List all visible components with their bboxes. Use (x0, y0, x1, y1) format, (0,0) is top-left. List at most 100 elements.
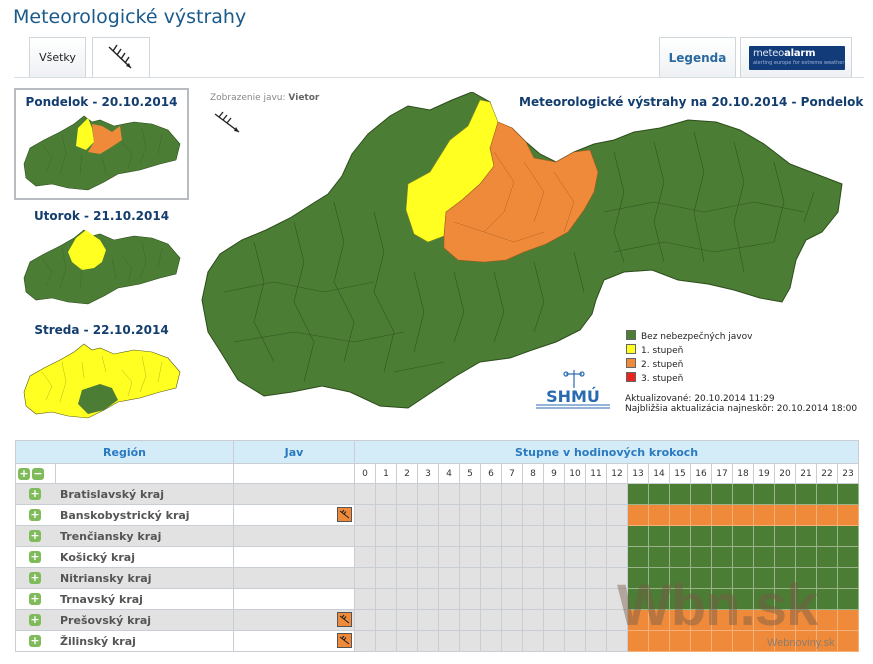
hour-cell (648, 525, 670, 547)
hour-cell (627, 483, 649, 505)
phenomenon-cell (233, 630, 355, 652)
wind-warning-icon[interactable] (337, 633, 352, 648)
expand-collapse-all: + − (15, 463, 56, 484)
watermark-sub: Webnoviny.sk (767, 637, 835, 649)
page-title: Meteorologické výstrahy (13, 6, 247, 28)
hour-cell (354, 525, 376, 547)
warning-map[interactable] (194, 92, 846, 412)
hour-cell (480, 567, 502, 589)
hour-label: 2 (396, 463, 418, 484)
expand-region-button[interactable]: + (29, 634, 41, 647)
hour-cell (585, 525, 607, 547)
hour-cell (396, 567, 418, 589)
legend-item-none: Bez nebezpečných javov (626, 330, 752, 342)
legend-item-level1: 1. stupeň (626, 344, 683, 356)
wind-warning-icon[interactable] (337, 612, 352, 627)
hour-cell (501, 525, 523, 547)
hour-cell (480, 504, 502, 526)
hour-cell (375, 483, 397, 505)
expand-region-button[interactable]: + (29, 529, 41, 542)
tab-wind[interactable] (92, 37, 150, 78)
hour-cell (438, 483, 460, 505)
region-cell: + Banskobystrický kraj (15, 504, 234, 526)
collapse-all-button[interactable]: − (32, 466, 44, 480)
hour-cell (480, 588, 502, 610)
hour-cell (480, 525, 502, 547)
hour-cell (585, 609, 607, 631)
hour-label: 20 (774, 463, 796, 484)
hour-label: 11 (585, 463, 607, 484)
expand-region-button[interactable]: + (29, 613, 41, 626)
region-cell: + Bratislavský kraj (15, 483, 234, 505)
hour-cell (606, 546, 628, 568)
expand-all-button[interactable]: + (18, 466, 30, 480)
hour-cell (795, 483, 817, 505)
hour-label: 19 (753, 463, 775, 484)
hour-cell (836, 504, 860, 526)
hour-cell (816, 567, 838, 589)
day-label-wednesday[interactable]: Streda - 22.10.2014 (34, 323, 169, 337)
tab-legend[interactable]: Legenda (659, 37, 736, 77)
hour-cell (711, 504, 733, 526)
hour-cell (753, 546, 775, 568)
hour-cell (585, 546, 607, 568)
hour-cell (501, 588, 523, 610)
expand-region-button[interactable]: + (29, 487, 41, 500)
hour-cell (836, 630, 860, 652)
table-row: + Trnavský kraj (15, 588, 860, 610)
hour-cell (417, 567, 439, 589)
expand-region-button[interactable]: + (29, 592, 41, 605)
hour-cell (648, 609, 670, 631)
hour-cell (375, 567, 397, 589)
hour-cell (459, 504, 481, 526)
minimap-tuesday[interactable] (22, 228, 182, 308)
next-update-time: Najbližšia aktualizácia najneskôr: 20.10… (625, 404, 858, 414)
minimap-wednesday[interactable] (22, 342, 182, 422)
wind-warning-icon[interactable] (337, 507, 352, 522)
day-label-tuesday[interactable]: Utorok - 21.10.2014 (33, 209, 170, 223)
wind-arrow-icon (108, 44, 132, 69)
hour-cell (690, 630, 712, 652)
meteoalarm-logo: meteoalarm alerting europe for extreme w… (749, 46, 845, 70)
hour-cell (396, 609, 418, 631)
hour-cell (774, 483, 796, 505)
hour-cell (606, 588, 628, 610)
table-row: + Bratislavský kraj (15, 483, 860, 505)
table-row: + Prešovský kraj (15, 609, 860, 631)
hour-cell (438, 609, 460, 631)
tab-divider (14, 77, 864, 78)
hour-cell (564, 630, 586, 652)
hour-cell (501, 609, 523, 631)
hour-cell (417, 525, 439, 547)
expand-region-button[interactable]: + (29, 550, 41, 563)
tab-all[interactable]: Všetky (29, 37, 86, 77)
map-title: Meteorologické výstrahy na 20.10.2014 - … (519, 95, 864, 109)
hour-cell (816, 525, 838, 547)
region-name: Banskobystrický kraj (60, 508, 190, 522)
hour-cell (774, 588, 796, 610)
hour-cell (711, 525, 733, 547)
hour-cell (753, 525, 775, 547)
hour-cell (396, 525, 418, 547)
day-monday[interactable] (14, 88, 189, 200)
expand-region-button[interactable]: + (29, 508, 41, 521)
legend-swatch (626, 330, 636, 340)
minimap-monday[interactable] (22, 114, 182, 194)
phenomenon-cell (233, 525, 355, 547)
expand-region-button[interactable]: + (29, 571, 41, 584)
region-name: Žilinský kraj (60, 634, 136, 648)
meteoalarm-link[interactable]: meteoalarm alerting europe for extreme w… (740, 37, 852, 77)
updated-time: Aktualizované: 20.10.2014 11:29 (625, 394, 775, 404)
hour-cell (732, 546, 754, 568)
hour-cell (522, 546, 544, 568)
hour-cell (417, 546, 439, 568)
hour-cell (732, 630, 754, 652)
hour-cell (375, 609, 397, 631)
hour-cell (627, 546, 649, 568)
hour-cell (417, 504, 439, 526)
hour-cell (522, 609, 544, 631)
hour-cell (585, 504, 607, 526)
hour-label: 6 (480, 463, 502, 484)
hour-cell (375, 525, 397, 547)
hour-cell (564, 609, 586, 631)
